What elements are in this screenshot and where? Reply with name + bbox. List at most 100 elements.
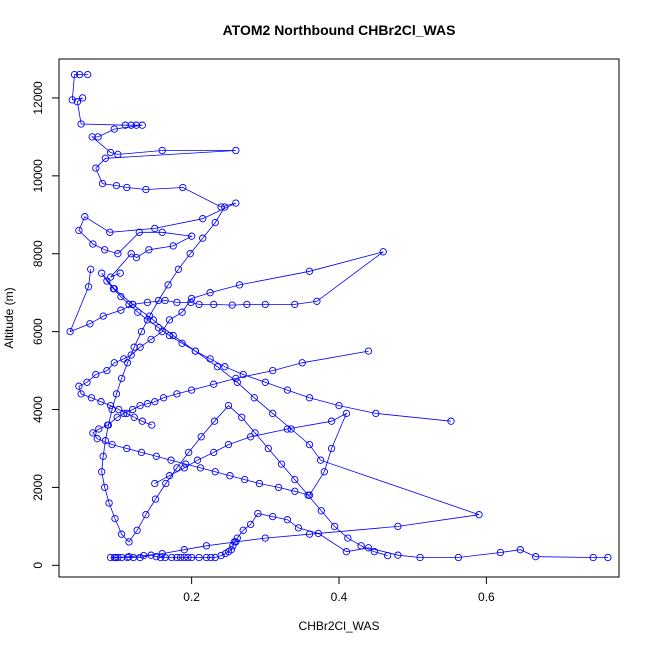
data-point [110, 553, 118, 562]
data-point [202, 542, 211, 550]
data-point [105, 499, 113, 507]
data-point [210, 300, 218, 309]
data-point [147, 335, 155, 344]
data-point [269, 512, 277, 521]
data-point [158, 146, 166, 155]
data-point [239, 526, 247, 534]
data-point [151, 479, 159, 488]
x-tick-label: 0.6 [478, 590, 495, 604]
data-point [104, 421, 113, 429]
data-point [87, 394, 96, 402]
data-point [136, 401, 144, 410]
data-point [239, 370, 247, 379]
data-point [117, 374, 126, 383]
data-point [94, 133, 102, 141]
series-1 [106, 509, 612, 562]
data-point [162, 479, 170, 488]
data-point [121, 121, 129, 129]
data-point [108, 440, 116, 449]
data-point [113, 413, 121, 421]
data-point [264, 444, 272, 453]
data-point [241, 475, 249, 484]
data-point [173, 298, 181, 307]
data-point [496, 548, 505, 557]
data-point [221, 203, 229, 211]
data-point [243, 300, 251, 309]
data-point [145, 312, 154, 320]
data-point [114, 150, 122, 159]
data-point [211, 468, 219, 476]
data-point [357, 542, 365, 550]
data-point [132, 253, 141, 262]
data-point [98, 468, 106, 476]
data-point [88, 133, 96, 141]
data-point [120, 409, 128, 418]
data-point [206, 355, 214, 363]
data-point [184, 553, 192, 562]
data-point [383, 551, 392, 560]
data-point [158, 327, 166, 336]
data-point [187, 553, 196, 562]
data-point [195, 300, 203, 309]
data-point [213, 363, 222, 371]
data-point [196, 464, 205, 472]
data-point [313, 297, 321, 305]
data-point [158, 549, 166, 558]
data-point [199, 215, 207, 223]
data-point [178, 308, 186, 316]
data-point [604, 553, 612, 562]
data-point [173, 553, 181, 562]
data-point [101, 483, 109, 492]
data-point [305, 530, 314, 538]
data-point [142, 511, 150, 519]
data-point [123, 183, 131, 192]
data-point [75, 226, 83, 235]
data-point [186, 250, 194, 258]
data-point [77, 120, 85, 128]
data-point [78, 94, 87, 102]
series-2 [68, 70, 240, 281]
data-point [206, 289, 214, 297]
series-layer [66, 70, 612, 562]
data-point [123, 444, 131, 453]
data-point [135, 228, 143, 236]
data-point [68, 96, 76, 104]
data-point [179, 183, 187, 192]
data-point [143, 400, 152, 408]
data-point [103, 277, 111, 285]
data-point [211, 218, 219, 227]
data-point [152, 452, 160, 460]
data-point [246, 520, 255, 529]
data-point [66, 327, 74, 336]
data-point [84, 283, 93, 291]
data-point [251, 429, 259, 437]
data-point [106, 553, 115, 562]
data-point [97, 398, 105, 406]
data-point [164, 281, 172, 289]
data-point [589, 553, 597, 562]
data-point [70, 70, 79, 79]
data-point [98, 269, 106, 277]
data-point [238, 413, 246, 421]
data-point [291, 300, 299, 309]
data-point [261, 300, 269, 309]
data-point [117, 306, 125, 314]
data-point [130, 343, 138, 351]
y-axis-label: Altitude (m) [2, 287, 16, 348]
data-point [193, 456, 202, 464]
data-point [277, 460, 286, 468]
data-point [224, 401, 233, 410]
data-point [370, 548, 379, 556]
data-point [291, 487, 299, 495]
series-4 [89, 347, 373, 499]
data-point [210, 417, 219, 425]
y-tick-label: 8000 [31, 240, 45, 267]
data-point [187, 232, 196, 240]
data-point [142, 185, 150, 194]
data-point [116, 269, 124, 277]
data-point [133, 526, 141, 534]
data-point [342, 409, 351, 418]
data-point [123, 359, 132, 367]
data-point [394, 551, 402, 559]
